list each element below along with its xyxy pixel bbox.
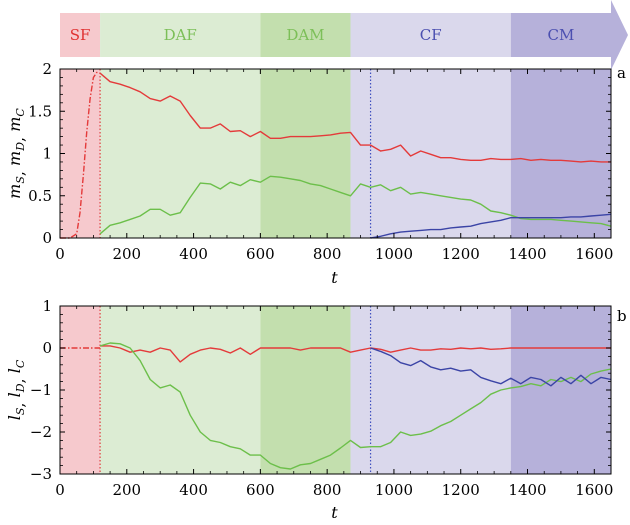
y-axis-label-subscript: D xyxy=(14,142,27,152)
y-tick-label: 1 xyxy=(42,297,52,315)
y-tick-label: −2 xyxy=(30,423,52,441)
y-tick-label: 2 xyxy=(42,60,52,78)
phase-band-daf xyxy=(100,13,261,57)
phase-bg-dam xyxy=(260,306,351,474)
y-axis-label-symbol: m xyxy=(5,117,24,132)
y-axis-label-subscript: S xyxy=(14,407,27,415)
series-line-m-d xyxy=(99,175,612,235)
series-line-l-d xyxy=(99,342,612,470)
series-line-m-s xyxy=(99,72,611,163)
phase-label-cf: CF xyxy=(420,26,442,44)
series-line-l-s xyxy=(100,345,611,363)
x-tick-label: 800 xyxy=(313,481,342,499)
x-tick-label: 1000 xyxy=(375,245,413,263)
y-axis-label-symbol: m xyxy=(5,184,24,199)
phase-band-dam xyxy=(260,13,351,57)
x-tick-label: 1600 xyxy=(575,481,613,499)
phase-bg-cf xyxy=(350,306,511,474)
y-axis-label: mS, mD, mC xyxy=(5,108,28,199)
y-axis-label-subscript: S xyxy=(14,176,27,184)
x-tick-label: 0 xyxy=(55,245,65,263)
y-axis-label-symbol: l xyxy=(5,415,24,420)
y-axis-label: lS, lD, lC xyxy=(5,359,28,420)
y-axis-label-symbol: l xyxy=(5,392,24,397)
x-tick-label: 1200 xyxy=(442,481,480,499)
y-axis-label-subscript: D xyxy=(14,383,27,393)
y-tick-label: 1.5 xyxy=(28,102,52,120)
x-axis-label: t xyxy=(331,503,338,522)
y-tick-label: −3 xyxy=(30,465,52,483)
x-tick-label: 400 xyxy=(179,245,208,263)
y-axis-label-separator: , xyxy=(9,166,28,176)
x-axis-label: t xyxy=(331,268,338,287)
x-tick-label: 1000 xyxy=(375,481,413,499)
x-tick-label: 600 xyxy=(246,245,275,263)
x-tick-label: 600 xyxy=(246,481,275,499)
y-tick-label: 0.5 xyxy=(28,187,52,205)
phase-band-sf xyxy=(60,13,101,57)
x-tick-label: 1200 xyxy=(442,245,480,263)
phase-band-cm xyxy=(510,0,628,70)
x-tick-label: 800 xyxy=(313,245,342,263)
phase-band-cf xyxy=(350,13,511,57)
phase-label-dam: DAM xyxy=(286,26,324,44)
y-axis-label-symbol: m xyxy=(5,151,24,166)
y-axis-label-symbol: l xyxy=(5,368,24,373)
series-line-m-c xyxy=(370,213,612,239)
phase-banner: SF DAF DAM CF CM xyxy=(60,0,628,70)
y-tick-label: 1 xyxy=(42,145,52,163)
phase-bg-sf xyxy=(60,306,101,474)
y-tick-label: 0 xyxy=(42,229,52,247)
x-tick-label: 1600 xyxy=(575,245,613,263)
y-axis-label-subscript: C xyxy=(14,108,27,117)
phase-bg-sf xyxy=(60,69,101,238)
x-tick-label: 1400 xyxy=(508,481,546,499)
y-tick-label: 0 xyxy=(42,339,52,357)
panel-letter-b: b xyxy=(617,307,627,325)
phase-bg-cm xyxy=(510,306,611,474)
x-tick-label: 200 xyxy=(112,481,141,499)
x-tick-label: 0 xyxy=(55,481,65,499)
phase-label-daf: DAF xyxy=(164,26,197,44)
series-line-m-s-formation- xyxy=(60,71,101,239)
x-tick-label: 1400 xyxy=(508,245,546,263)
x-tick-label: 200 xyxy=(112,245,141,263)
panel-letter-a: a xyxy=(617,64,626,82)
x-tick-label: 400 xyxy=(179,481,208,499)
phase-bg-cf xyxy=(350,69,511,238)
series-line-l-c xyxy=(370,347,612,387)
y-axis-label-separator: , xyxy=(9,132,28,142)
y-axis-label-separator: , xyxy=(9,373,28,383)
y-tick-label: −1 xyxy=(30,381,52,399)
panel-a: 0 0.5 1 1.5 2 0 200 400 600 800 1000 1200 1400 1600 t m… xyxy=(5,60,626,287)
phase-bg-dam xyxy=(260,69,351,238)
phase-bg-cm xyxy=(510,69,611,238)
phase-label-sf: SF xyxy=(70,26,91,44)
y-axis-label-separator: , xyxy=(9,397,28,407)
phase-label-cm: CM xyxy=(547,26,574,44)
phase-bg-daf xyxy=(100,306,261,474)
phase-bg-daf xyxy=(100,69,261,238)
y-axis-label-subscript: C xyxy=(14,359,27,368)
